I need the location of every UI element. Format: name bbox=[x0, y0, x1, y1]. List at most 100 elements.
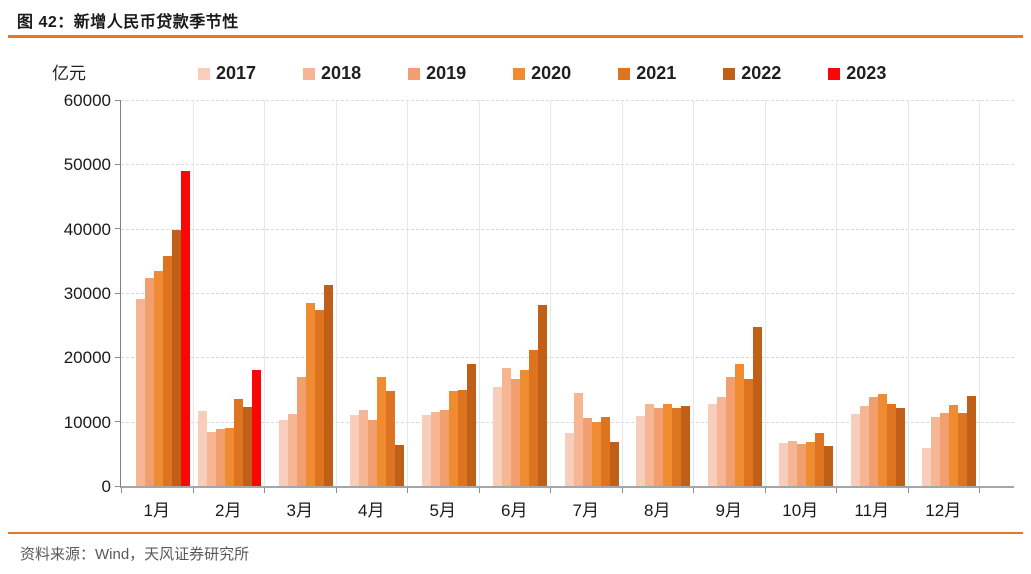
bar-2017-7月 bbox=[564, 432, 574, 486]
bar-2021-10月 bbox=[815, 432, 824, 486]
y-axis-tick bbox=[115, 163, 121, 165]
bar-2018-3月 bbox=[287, 413, 297, 486]
bar-2017-5月 bbox=[421, 414, 431, 486]
x-axis-tick bbox=[693, 488, 694, 493]
month-group-4月 bbox=[336, 100, 408, 486]
bar-2020-4月 bbox=[377, 376, 386, 486]
bar-2020-2月 bbox=[225, 427, 234, 486]
legend-swatch-2018 bbox=[303, 67, 316, 80]
bar-2023-1月 bbox=[180, 170, 190, 486]
x-axis-label-5月: 5月 bbox=[429, 501, 456, 520]
bar-2021-6月 bbox=[529, 349, 538, 486]
legend-item-2022: 2022 bbox=[723, 63, 781, 84]
bar-2017-11月 bbox=[850, 413, 860, 486]
bar-2018-12月 bbox=[931, 416, 940, 486]
x-axis-tick bbox=[764, 488, 766, 493]
bar-2018-4月 bbox=[359, 410, 368, 486]
bar-2021-8月 bbox=[672, 407, 681, 486]
x-axis-tick bbox=[407, 488, 408, 493]
month-group-6月 bbox=[479, 100, 551, 486]
bar-2019-5月 bbox=[439, 410, 449, 486]
bar-2021-7月 bbox=[600, 416, 610, 486]
legend-item-2020: 2020 bbox=[513, 63, 571, 84]
bar-2022-12月 bbox=[967, 395, 976, 486]
bar-2018-5月 bbox=[430, 412, 440, 486]
gridline-month-separator bbox=[907, 100, 909, 486]
bar-2021-11月 bbox=[886, 404, 896, 486]
month-group-8月 bbox=[622, 100, 694, 486]
gridline-month-separator bbox=[407, 100, 408, 486]
y-axis-tick bbox=[115, 421, 121, 423]
legend-label-2017: 2017 bbox=[216, 63, 257, 83]
y-axis-label: 20000 bbox=[63, 348, 111, 368]
y-axis-tick bbox=[115, 228, 121, 230]
bar-2022-1月 bbox=[171, 230, 181, 486]
bar-2018-8月 bbox=[645, 403, 654, 486]
bar-2017-9月 bbox=[707, 404, 717, 486]
gridline-y-20000 bbox=[121, 357, 1014, 359]
bar-2018-10月 bbox=[788, 441, 797, 486]
month-group-10月 bbox=[765, 100, 837, 486]
gridline-y-30000 bbox=[121, 293, 1014, 294]
bar-2019-6月 bbox=[511, 379, 520, 486]
legend-swatch-2019 bbox=[408, 67, 421, 80]
gridline-month-separator bbox=[836, 100, 837, 486]
x-axis-tick bbox=[478, 488, 480, 493]
x-axis-label-8月: 8月 bbox=[644, 501, 671, 520]
legend-item-2021: 2021 bbox=[618, 63, 676, 84]
bar-2017-10月 bbox=[779, 443, 788, 486]
x-axis-tick bbox=[121, 488, 122, 493]
bar-2021-1月 bbox=[162, 255, 172, 486]
legend-label-2020: 2020 bbox=[531, 63, 572, 83]
bar-2017-4月 bbox=[350, 415, 359, 486]
legend-item-2023: 2023 bbox=[828, 63, 886, 84]
bar-2018-7月 bbox=[573, 392, 583, 486]
chart-legend: 2017 2018 2019 2020 2021 2022 2023 bbox=[198, 63, 886, 84]
bar-2022-3月 bbox=[323, 284, 333, 486]
bar-2019-4月 bbox=[368, 420, 377, 486]
gridline-y-40000 bbox=[121, 228, 1014, 230]
y-axis-label: 60000 bbox=[63, 91, 111, 110]
x-axis-label-10月: 10月 bbox=[782, 501, 819, 520]
y-axis-tick bbox=[115, 292, 121, 294]
source-note: 资料来源：Wind，天风证券研究所 bbox=[20, 546, 250, 563]
bar-2022-4月 bbox=[395, 444, 404, 486]
bar-2020-10月 bbox=[806, 441, 815, 486]
bar-2018-11月 bbox=[859, 405, 869, 486]
bar-2018-1月 bbox=[135, 299, 145, 486]
bar-2020-1月 bbox=[153, 271, 163, 486]
bar-2020-7月 bbox=[591, 422, 601, 486]
legend-item-2019: 2019 bbox=[408, 63, 466, 84]
y-axis-label: 30000 bbox=[63, 284, 111, 303]
bar-2022-10月 bbox=[824, 446, 833, 486]
bar-2020-6月 bbox=[520, 369, 529, 486]
x-axis-label-9月: 9月 bbox=[715, 501, 742, 520]
x-axis-tick bbox=[550, 488, 551, 493]
plot-area: 0 10000 20000 30000 40000 50000 60000 1月 2月 3月 4月 5… bbox=[64, 91, 1014, 520]
x-axis-tick bbox=[621, 488, 623, 493]
y-axis-tick bbox=[115, 485, 121, 487]
figure-title: 图 42：新增人民币贷款季节性 bbox=[17, 14, 239, 31]
legend-label-2021: 2021 bbox=[636, 63, 677, 83]
bar-2019-9月 bbox=[725, 377, 735, 486]
bar-2018-2月 bbox=[207, 432, 216, 486]
bar-2020-3月 bbox=[305, 302, 315, 486]
bar-2017-8月 bbox=[636, 415, 645, 486]
x-axis-label-3月: 3月 bbox=[286, 501, 313, 520]
bar-2019-11月 bbox=[868, 396, 878, 486]
legend-swatch-2020 bbox=[513, 67, 526, 80]
bar-2022-11月 bbox=[895, 408, 905, 486]
month-group-3月 bbox=[264, 100, 336, 486]
bar-2022-8月 bbox=[681, 405, 690, 486]
y-axis-tick bbox=[115, 99, 121, 101]
x-axis-tick bbox=[335, 488, 337, 493]
bar-2022-5月 bbox=[466, 364, 476, 486]
x-axis-tick bbox=[836, 488, 837, 493]
bar-2019-1月 bbox=[144, 278, 154, 486]
y-axis-label: 50000 bbox=[63, 155, 111, 175]
month-group-2月 bbox=[193, 100, 265, 486]
y-axis-label: 0 bbox=[101, 477, 111, 496]
bar-2020-5月 bbox=[448, 390, 458, 486]
x-axis-tick bbox=[264, 488, 265, 493]
gridline-month-separator bbox=[335, 100, 337, 486]
